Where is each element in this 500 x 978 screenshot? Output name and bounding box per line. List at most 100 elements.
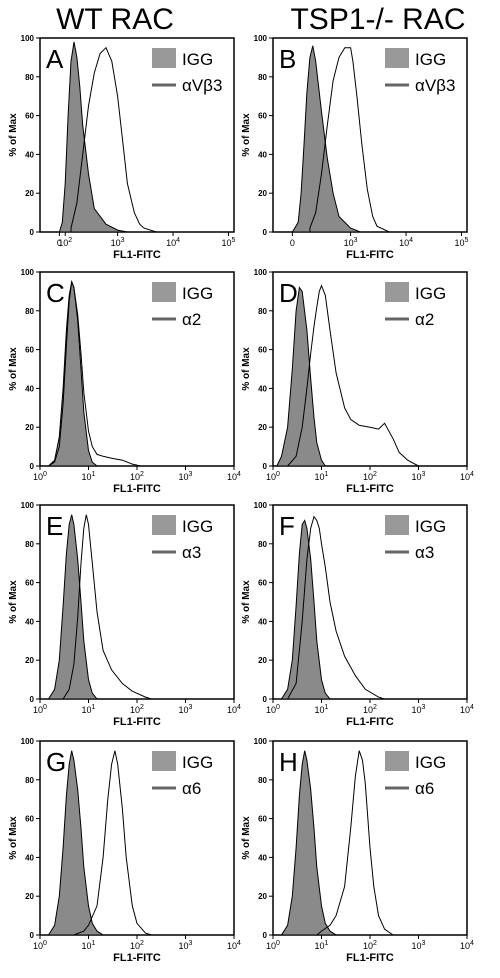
y-tick-label: 100	[254, 268, 268, 277]
y-axis-label: % of Max	[241, 113, 252, 157]
series-igg-area	[47, 750, 105, 936]
x-tick-label: 101	[315, 471, 329, 482]
series-antibody-line	[62, 514, 152, 700]
panel-b: B IGG αVβ3 0 20 40 60 80 100 0 103 104 105 FL1-FITC % …	[241, 34, 469, 261]
legend-label-antibody: α3	[415, 543, 434, 562]
legend-label-antibody: α2	[415, 310, 434, 329]
series-igg-area	[280, 519, 332, 700]
panel-h: H IGG α6 0 20 40 60 80 100 100 101 102 103 104 FL1-FIT…	[241, 737, 474, 964]
y-tick-label: 100	[21, 501, 35, 510]
y-tick-label: 60	[258, 112, 267, 121]
y-tick-label: 20	[258, 423, 267, 432]
x-axis-label: FL1-FITC	[346, 249, 394, 261]
x-tick-label: 104	[460, 471, 474, 482]
x-tick-label: 103	[412, 704, 426, 715]
legend-swatch-igg	[385, 48, 409, 68]
y-axis-label: % of Max	[241, 347, 252, 391]
y-tick-label: 20	[25, 656, 34, 665]
y-tick-label: 80	[25, 307, 34, 316]
x-tick-label: 0	[57, 238, 62, 248]
y-tick-label: 80	[25, 73, 34, 82]
x-tick-label: 104	[166, 237, 180, 248]
panel-f: F IGG α3 0 20 40 60 80 100 100 101 102 103 104 FL1-FIT…	[241, 501, 474, 728]
legend-label-igg: IGG	[182, 50, 213, 69]
y-tick-label: 100	[21, 737, 35, 746]
y-tick-label: 80	[258, 776, 267, 785]
y-tick-label: 60	[25, 815, 34, 824]
panel-letter: E	[46, 511, 63, 541]
x-tick-label: 102	[58, 237, 72, 248]
x-tick-label: 102	[130, 471, 144, 482]
y-tick-label: 0	[263, 462, 268, 471]
legend-swatch-igg	[152, 48, 176, 68]
x-axis-label: FL1-FITC	[113, 716, 161, 728]
y-axis-label: % of Max	[8, 113, 19, 157]
legend-label-igg: IGG	[415, 753, 446, 772]
series-antibody-line	[48, 281, 141, 467]
panel-e: E IGG α3 0 20 40 60 80 100 100 101 102 103 104 FL1-FIT…	[8, 501, 241, 728]
legend-label-antibody: α6	[182, 779, 201, 798]
panel-letter: D	[279, 278, 298, 308]
legend-label-antibody: α2	[182, 310, 201, 329]
x-tick-label: 102	[363, 940, 377, 951]
series-igg-area	[58, 41, 128, 233]
panel-letter: G	[46, 747, 66, 777]
legend-swatch-igg	[152, 751, 176, 771]
y-tick-label: 80	[25, 776, 34, 785]
x-tick-label: 103	[412, 940, 426, 951]
y-tick-label: 0	[263, 695, 268, 704]
x-tick-label: 103	[179, 940, 193, 951]
x-tick-label: 101	[82, 471, 96, 482]
series-antibody-line	[73, 750, 152, 936]
y-axis-label: % of Max	[8, 580, 19, 624]
x-tick-label: 103	[412, 471, 426, 482]
series-antibody-line	[309, 47, 390, 233]
x-tick-label: 101	[82, 704, 96, 715]
y-axis-label: % of Max	[8, 816, 19, 860]
y-tick-label: 100	[21, 268, 35, 277]
y-tick-label: 40	[258, 617, 267, 626]
x-tick-label: 103	[344, 237, 358, 248]
y-tick-label: 40	[258, 150, 267, 159]
y-tick-label: 100	[254, 737, 268, 746]
panel-letter: B	[279, 44, 296, 74]
y-tick-label: 40	[258, 384, 267, 393]
y-tick-label: 40	[25, 853, 34, 862]
legend-label-antibody: αVβ3	[415, 76, 455, 95]
y-tick-label: 0	[30, 462, 35, 471]
y-tick-label: 40	[258, 853, 267, 862]
y-axis-label: % of Max	[8, 347, 19, 391]
column-title-tsp1-rac: TSP1-/- RAC	[290, 3, 466, 36]
y-tick-label: 80	[258, 540, 267, 549]
x-tick-label: 100	[33, 940, 47, 951]
legend-label-igg: IGG	[182, 517, 213, 536]
y-tick-label: 100	[254, 34, 268, 43]
series-igg-area	[291, 45, 361, 233]
panel-d: D IGG α2 0 20 40 60 80 100 100 101 102 103 104 FL1-FIT…	[241, 268, 474, 495]
y-axis-label: % of Max	[241, 580, 252, 624]
y-tick-label: 80	[258, 73, 267, 82]
x-tick-label: 101	[315, 940, 329, 951]
y-tick-label: 20	[258, 892, 267, 901]
x-tick-label: 101	[315, 704, 329, 715]
series-igg-area	[47, 514, 99, 700]
x-tick-label: 102	[363, 704, 377, 715]
y-tick-label: 20	[25, 892, 34, 901]
x-tick-label: 104	[227, 471, 241, 482]
y-tick-label: 80	[25, 540, 34, 549]
x-tick-label: 100	[266, 940, 280, 951]
y-tick-label: 40	[25, 617, 34, 626]
y-tick-label: 20	[258, 189, 267, 198]
panel-letter: C	[46, 278, 65, 308]
x-tick-label: 105	[221, 237, 235, 248]
y-tick-label: 40	[25, 150, 34, 159]
series-antibody-line	[316, 750, 394, 936]
x-tick-label: 104	[227, 940, 241, 951]
panel-g: G IGG α6 0 20 40 60 80 100 100 101 102 103 104 FL1-FIT…	[8, 737, 241, 964]
y-axis-label: % of Max	[241, 816, 252, 860]
legend-label-igg: IGG	[415, 50, 446, 69]
x-axis-label: FL1-FITC	[113, 483, 161, 495]
legend-swatch-igg	[152, 282, 176, 302]
legend-label-igg: IGG	[182, 753, 213, 772]
